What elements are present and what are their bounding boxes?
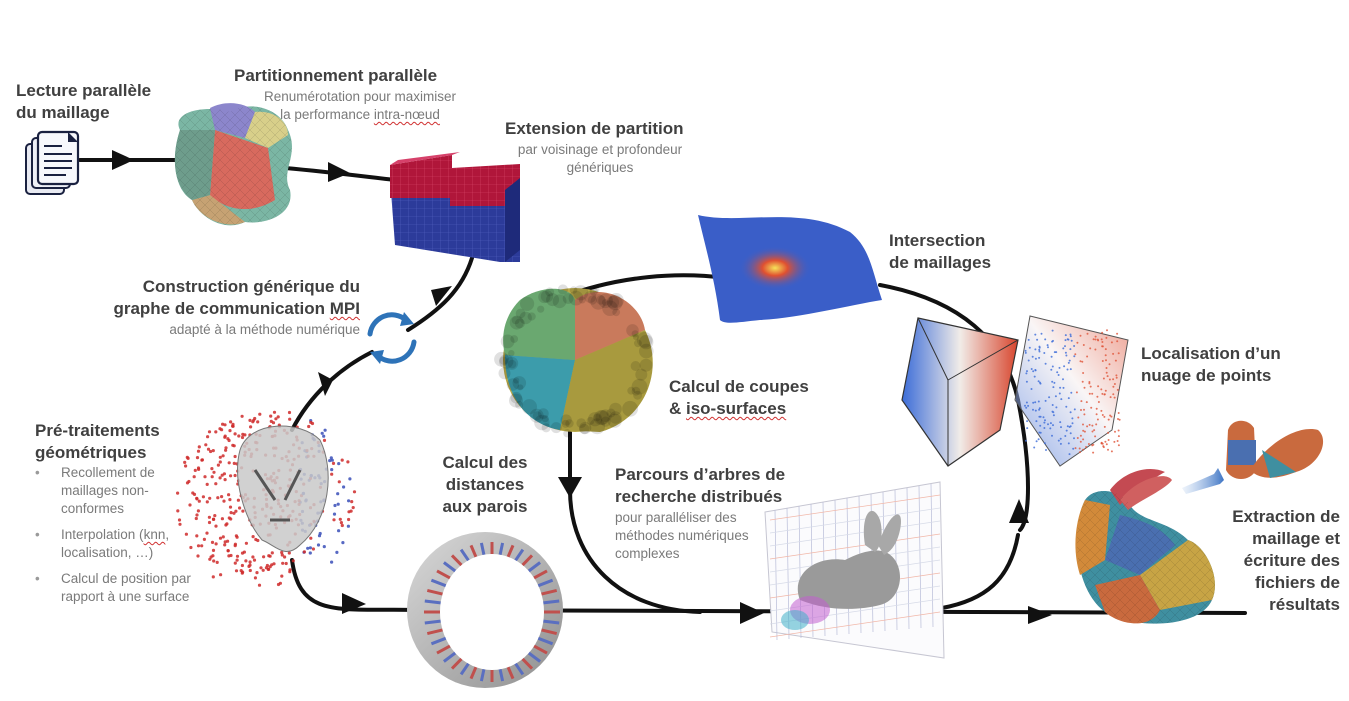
step-distances-title: Calcul des distances aux parois	[420, 452, 550, 518]
extraction-line-4: fichiers de	[1254, 573, 1340, 592]
flow-arrows	[78, 158, 1247, 615]
arrow-heads	[112, 150, 1052, 624]
intersection-surface	[698, 215, 882, 323]
pretraitements-title-line-2: géométriques	[35, 443, 147, 462]
step-partition-title: Partitionnement parallèle	[234, 66, 438, 85]
bullet-position-line-2: rapport à une surface	[61, 589, 190, 604]
parcours-sub-line-3: complexes	[615, 546, 680, 561]
bullet-position-line-1: Calcul de position par	[61, 571, 191, 586]
bullet-recollement-line-3: conformes	[61, 501, 125, 516]
bullet-interpolation: Interpolation (knn, localisation, …)	[35, 526, 191, 562]
bullet-recollement-line-1: Recollement de	[61, 465, 155, 480]
graphe-title-line-1: Construction générique du	[142, 277, 360, 296]
pretraitements-title-line-1: Pré-traitements	[35, 421, 160, 440]
step-extension-subtitle: par voisinage et profondeur génériques	[500, 141, 700, 177]
step-pretraitements-title: Pré-traitements géométriques	[35, 420, 160, 464]
extraction-line-1: Extraction de	[1232, 507, 1340, 526]
step-partition-subtitle: Renumérotation pour maximiser la perform…	[250, 88, 470, 124]
point-cloud-skull	[176, 410, 357, 587]
bullet-interpolation-line-1: Interpolation (knn,	[61, 526, 191, 544]
extraction-line-3: écriture des	[1243, 551, 1340, 570]
search-tree-bunny	[764, 481, 945, 659]
interpolation-part-b: knn	[143, 527, 166, 542]
bullet-recollement: Recollement de maillages non- conformes	[35, 464, 191, 518]
step-graphe-subtitle: adapté à la méthode numérique	[169, 322, 360, 337]
step-parcours-subtitle: pour paralléliser des méthodes numérique…	[615, 509, 749, 563]
interpolation-part-a: Interpolation (	[61, 527, 144, 542]
partition-sub-line-1: Renumérotation pour maximiser	[263, 89, 457, 104]
step-lecture-title: Lecture parallèle du maillage	[16, 80, 151, 124]
graphe-title-part-a: graphe de communication	[113, 299, 330, 318]
intersection-line-1: Intersection	[889, 231, 986, 250]
parcours-sub-line-2: méthodes numériques	[615, 528, 749, 543]
bullet-position: Calcul de position par rapport à une sur…	[35, 570, 191, 606]
localisation-line-1: Localisation d’un	[1141, 344, 1281, 363]
graphe-title-line-2: graphe de communication MPI	[60, 298, 360, 320]
partition-sub-line-2: la performance intra-nœud	[250, 106, 470, 124]
partitioned-mesh-blob	[174, 103, 292, 226]
coupes-part-a: &	[669, 399, 686, 418]
distances-line-2: distances	[445, 475, 525, 494]
lecture-title-line-1: Lecture parallèle	[16, 81, 152, 100]
extension-sub-line-1: par voisinage et profondeur	[517, 142, 683, 157]
interpolation-part-c: ,	[165, 527, 170, 542]
partition-sub-part-b: intra-nœud	[373, 107, 440, 122]
extraction-line-5: résultats	[1269, 595, 1340, 614]
localisation-line-2: nuage de points	[1141, 366, 1272, 385]
step-extension-title: Extension de partition	[505, 119, 684, 138]
iso-surface-blob	[494, 284, 654, 438]
coupes-line-2: & iso-surfaces	[669, 398, 809, 420]
extension-sub-line-2: génériques	[566, 160, 634, 175]
extraction-line-2: maillage et	[1252, 529, 1340, 548]
intersection-line-2: de maillages	[889, 253, 992, 272]
bullet-recollement-line-2: maillages non-	[61, 483, 149, 498]
turbine-ring	[407, 532, 563, 688]
coupes-part-b: iso-surfaces	[686, 399, 787, 418]
step-extraction-title: Extraction de maillage et écriture des f…	[1180, 506, 1340, 616]
distances-line-3: aux parois	[442, 497, 528, 516]
document-stack-icon	[25, 130, 80, 195]
step-graphe-title: Construction générique du graphe de comm…	[60, 276, 360, 320]
step-intersection-title: Intersection de maillages	[889, 230, 991, 274]
parcours-sub-line-1: pour paralléliser des	[615, 510, 737, 525]
lecture-title-line-2: du maillage	[16, 103, 110, 122]
step-localisation-title: Localisation d’un nuage de points	[1141, 343, 1281, 387]
sync-cycle-icon	[367, 312, 417, 364]
localisation-cubes	[901, 315, 1129, 467]
parcours-title-line-1: Parcours d’arbres de	[615, 465, 786, 484]
partition-block	[390, 152, 520, 262]
partitioned-bunny	[1075, 420, 1324, 624]
step-parcours-title: Parcours d’arbres de recherche distribué…	[615, 464, 785, 508]
partition-sub-part-a: la performance	[280, 107, 374, 122]
parcours-title-line-2: recherche distribués	[615, 487, 783, 506]
step-coupes-title: Calcul de coupes & iso-surfaces	[669, 376, 809, 420]
pretraitements-bullet-list: Recollement de maillages non- conformes …	[35, 464, 191, 614]
bullet-interpolation-line-2: localisation, …)	[61, 545, 154, 560]
coupes-line-1: Calcul de coupes	[669, 377, 809, 396]
distances-line-1: Calcul des	[442, 453, 528, 472]
graphe-title-part-b: MPI	[329, 299, 360, 318]
